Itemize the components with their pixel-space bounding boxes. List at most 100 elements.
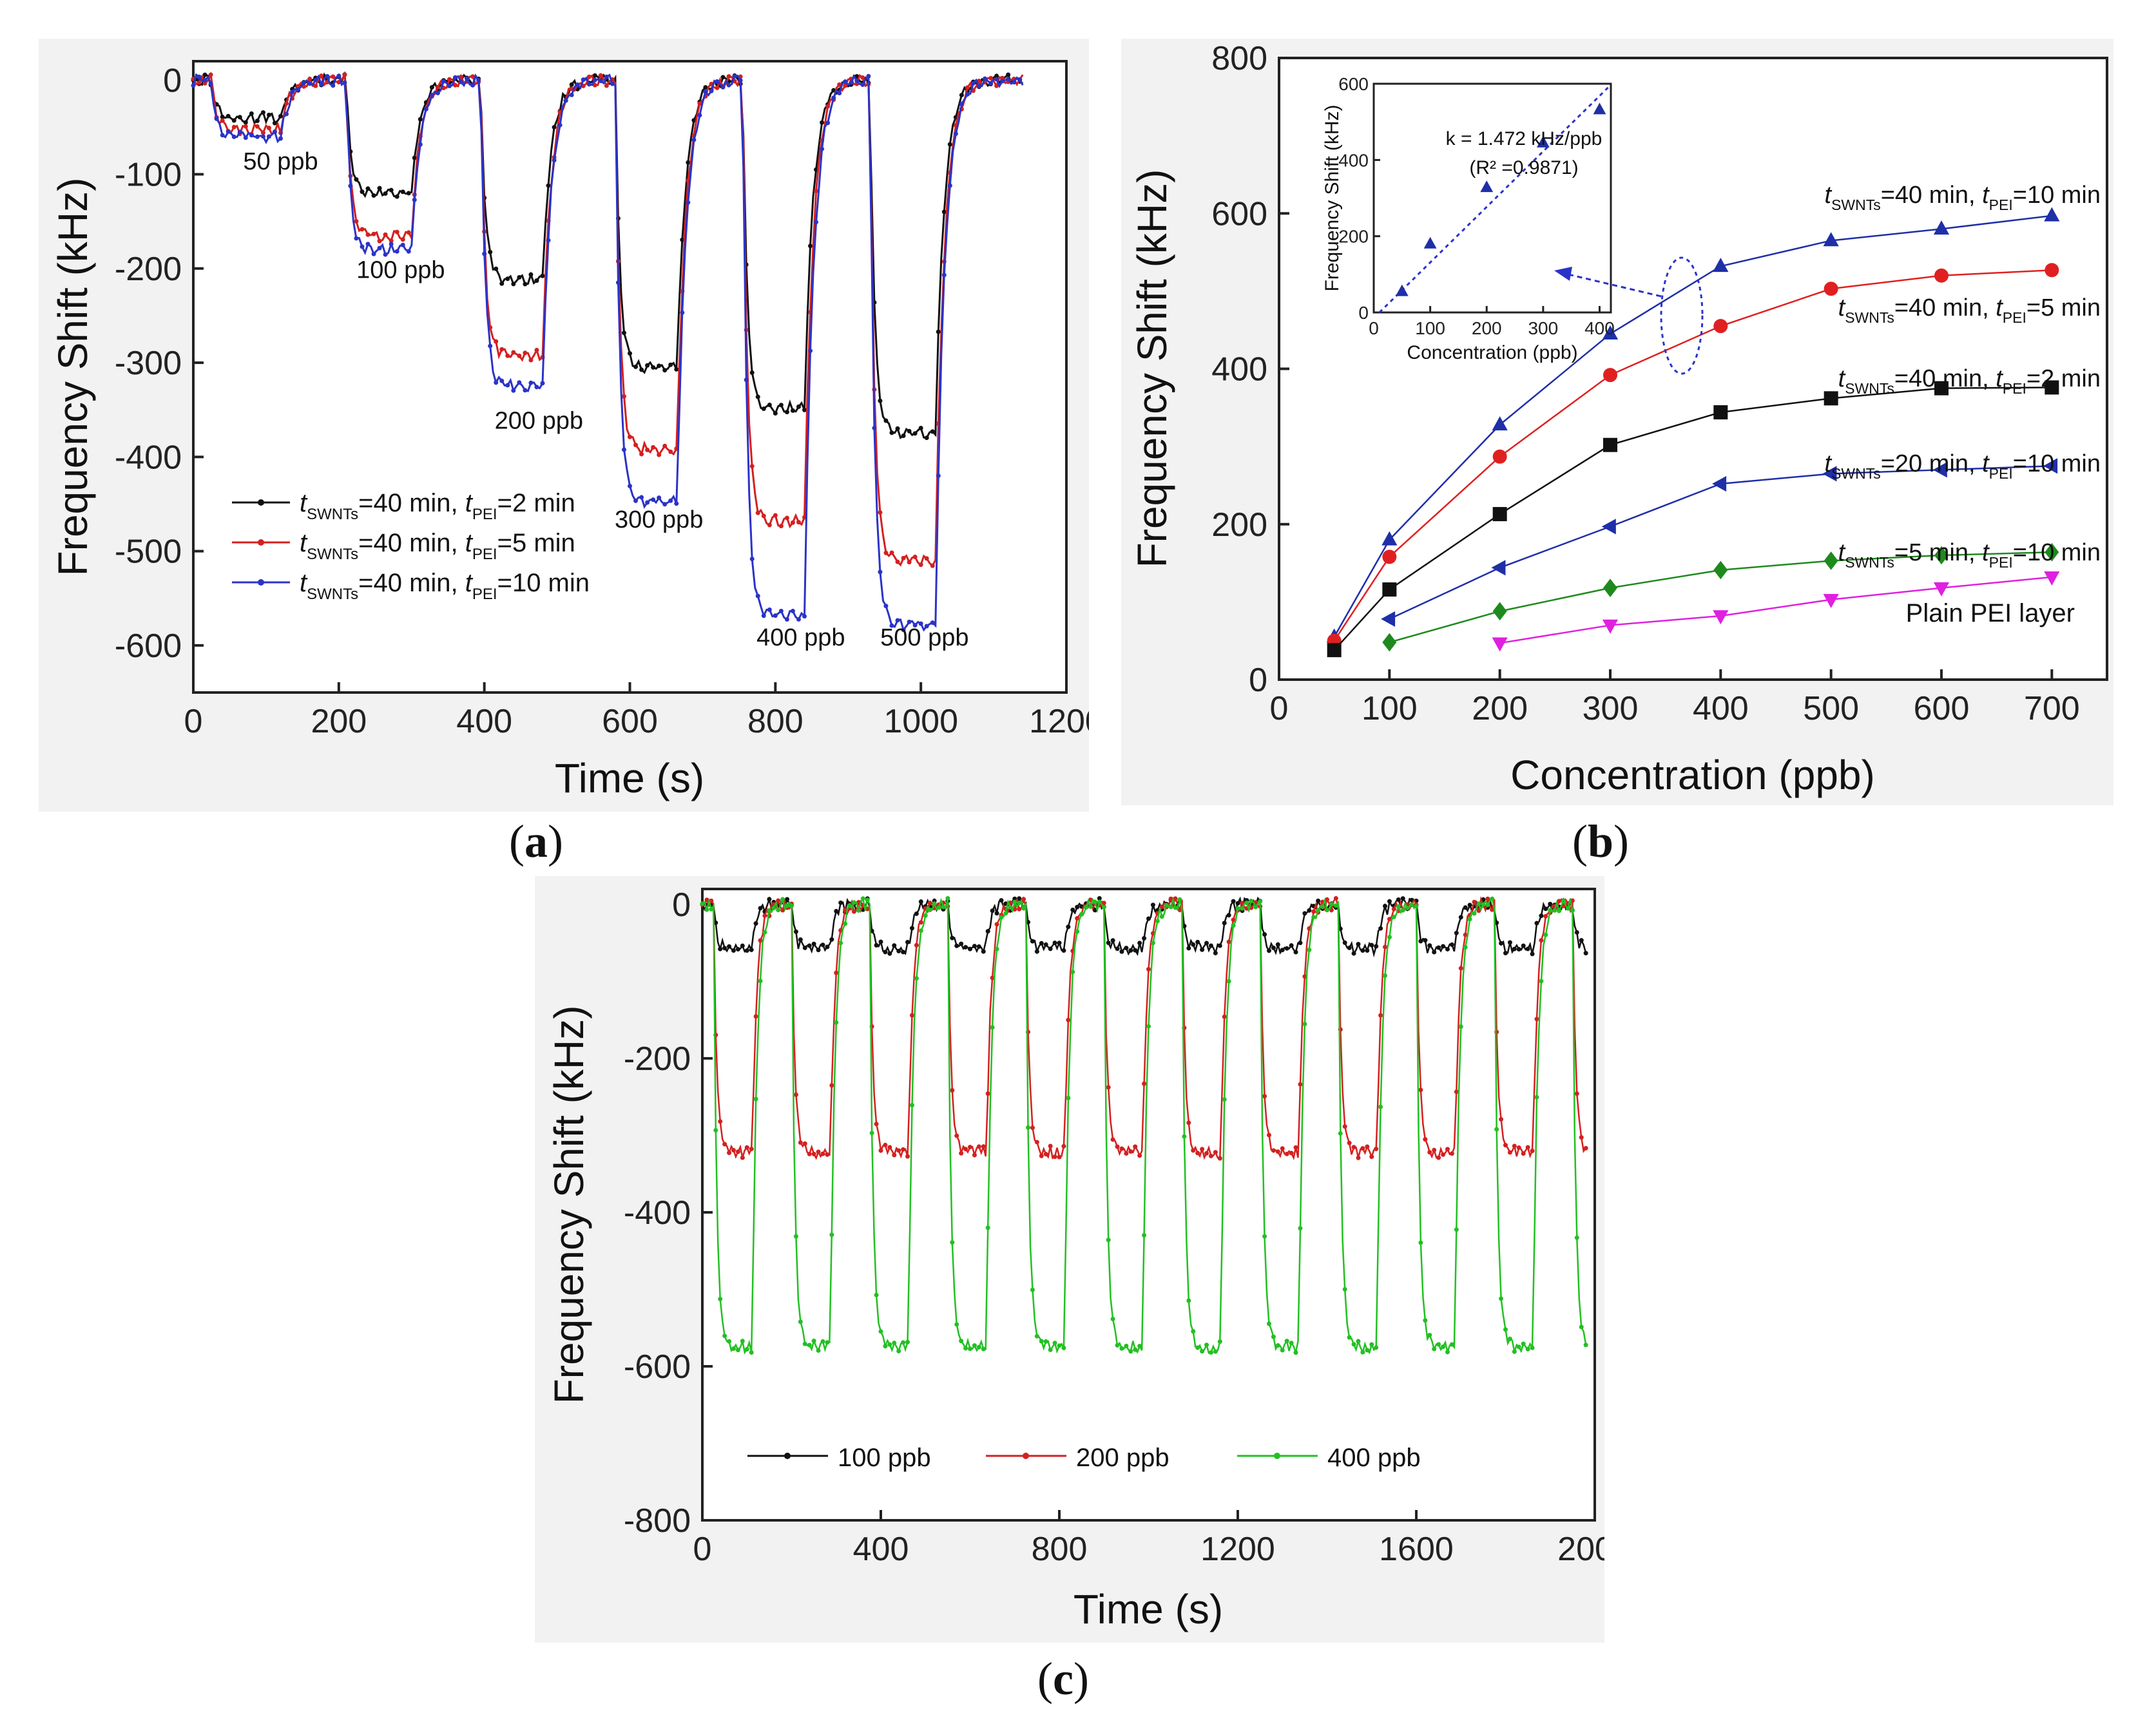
series-c-2-point — [1275, 1343, 1280, 1348]
series-c-2-point — [1418, 1240, 1423, 1245]
series-b-4-point — [1934, 546, 1949, 565]
series-a-1-point — [883, 550, 889, 555]
series-c-1-point — [1110, 1137, 1115, 1142]
series-c-2-point — [1155, 919, 1160, 924]
series-c-1-point — [798, 1140, 803, 1145]
series-a-1-point — [394, 229, 399, 234]
series-c-1-point — [972, 1152, 977, 1158]
series-c-2-point — [1356, 1339, 1361, 1344]
series-b-1-point — [1382, 549, 1397, 564]
series-a-2-point — [383, 252, 388, 257]
series-a-0-point — [628, 351, 632, 356]
series-c-2-point — [1302, 1022, 1307, 1027]
series-a-1-point — [761, 513, 766, 519]
series-c-2-point — [1101, 904, 1106, 910]
series-c-2-point — [945, 895, 950, 901]
x-tick-label: 200 — [311, 703, 367, 740]
series-c-2-point — [1347, 1335, 1352, 1340]
chart-a-xlabel: Time (s) — [555, 755, 704, 801]
series-a-1-point — [243, 124, 248, 129]
series-a-2-point — [255, 134, 260, 139]
series-c-0-point — [1200, 947, 1205, 952]
series-c-1-point — [959, 1151, 964, 1156]
series-a-0-point — [773, 411, 778, 416]
series-a-2-point — [831, 95, 836, 100]
inset-y-tick-label: 600 — [1338, 74, 1369, 94]
series-a-1-point — [208, 72, 213, 77]
series-a-0-point — [505, 276, 510, 282]
series-c-0-point — [1262, 932, 1267, 937]
series-c-0-point — [981, 949, 986, 954]
series-c-0-point — [834, 908, 839, 913]
series-c-2-point — [1249, 899, 1254, 904]
series-a-0-point — [394, 194, 399, 199]
series-c-2-point — [1258, 899, 1263, 904]
series-c-2-point — [1534, 1094, 1539, 1100]
series-a-1-point — [662, 443, 668, 448]
series-a-2-point — [412, 197, 417, 202]
series-a-1-point — [918, 562, 923, 568]
y-tick-label: -300 — [115, 345, 182, 382]
series-a-1-point — [511, 350, 516, 355]
series-c-0-point — [1146, 916, 1151, 921]
series-c-0-point — [802, 945, 807, 950]
series-b-5-point — [1713, 610, 1729, 625]
series-c-1-point — [1043, 1152, 1048, 1157]
inset-ylabel: Frequency Shift (kHz) — [1322, 104, 1343, 291]
series-c-2-point — [856, 908, 861, 913]
series-c-0-point — [1150, 903, 1155, 908]
series-c-1-point — [909, 1013, 914, 1018]
series-a-2-point — [598, 79, 603, 84]
series-c-2-point — [785, 903, 790, 908]
series-a-2-point — [709, 88, 714, 93]
series-c-2-point — [1021, 906, 1026, 911]
series-c-2-point — [1512, 1349, 1517, 1354]
series-c-2-point — [1110, 1316, 1115, 1321]
series-c-2-point — [1490, 896, 1495, 901]
series-b-1-point — [2045, 263, 2059, 278]
y-tick-label: 400 — [1211, 351, 1267, 388]
series-c-2-point — [1159, 914, 1164, 919]
series-b-3-point — [2043, 458, 2058, 474]
series-a-2-point — [924, 624, 929, 629]
x-tick-label: 200 — [1472, 690, 1528, 727]
series-a-0-point — [878, 398, 883, 403]
series-c-1-point — [1231, 917, 1236, 922]
series-a-2-point — [482, 251, 487, 256]
series-c-0-point — [1222, 921, 1227, 926]
series-c-2-point — [1066, 1096, 1071, 1101]
series-c-2-point — [758, 979, 763, 984]
series-a-2-point — [738, 78, 743, 83]
series-a-2-point — [488, 343, 493, 349]
chart-c: 0 -200 -400 -600 -800 0 400 800 1200 1600 2000 10… — [535, 876, 1604, 1643]
series-c-1-point — [1048, 1143, 1053, 1149]
series-c-0-point — [1133, 948, 1138, 953]
x-tick-label: 1600 — [1379, 1531, 1454, 1568]
series-a-1-point — [383, 232, 388, 237]
series-c-0-point — [1458, 915, 1463, 920]
series-c-2-point — [762, 930, 767, 935]
series-a-0-point — [883, 418, 889, 423]
series-c-2-point — [1266, 1321, 1271, 1326]
x-tick-label: 800 — [1032, 1531, 1088, 1568]
series-c-2-point — [1092, 899, 1097, 904]
series-a-1-point — [878, 510, 883, 515]
series-c-1-point — [1490, 907, 1495, 912]
series-b-3-point — [1932, 462, 1947, 478]
series-c-1-point — [1271, 1148, 1276, 1153]
series-a-2-point — [1006, 77, 1011, 82]
series-c-1-point — [1200, 1147, 1205, 1152]
series-c-1-point — [950, 1088, 955, 1093]
series-c-2-point — [1565, 906, 1570, 911]
chart-b-xlabel: Concentration (ppb) — [1510, 752, 1875, 798]
chart-a: 0 -100 -200 -300 -400 -500 -600 0 200 400 600 800 1… — [39, 39, 1089, 812]
series-c-1-point — [1191, 1148, 1196, 1153]
series-a-2-point — [394, 249, 399, 254]
series-a-2-point — [540, 381, 545, 386]
series-b-4-point — [2045, 542, 2059, 562]
series-c-0-point — [1012, 896, 1017, 901]
series-a-2-point — [237, 129, 242, 135]
series-c-0-point — [1075, 904, 1080, 910]
series-a-0-point — [761, 406, 766, 412]
series-c-0-point — [767, 897, 772, 902]
